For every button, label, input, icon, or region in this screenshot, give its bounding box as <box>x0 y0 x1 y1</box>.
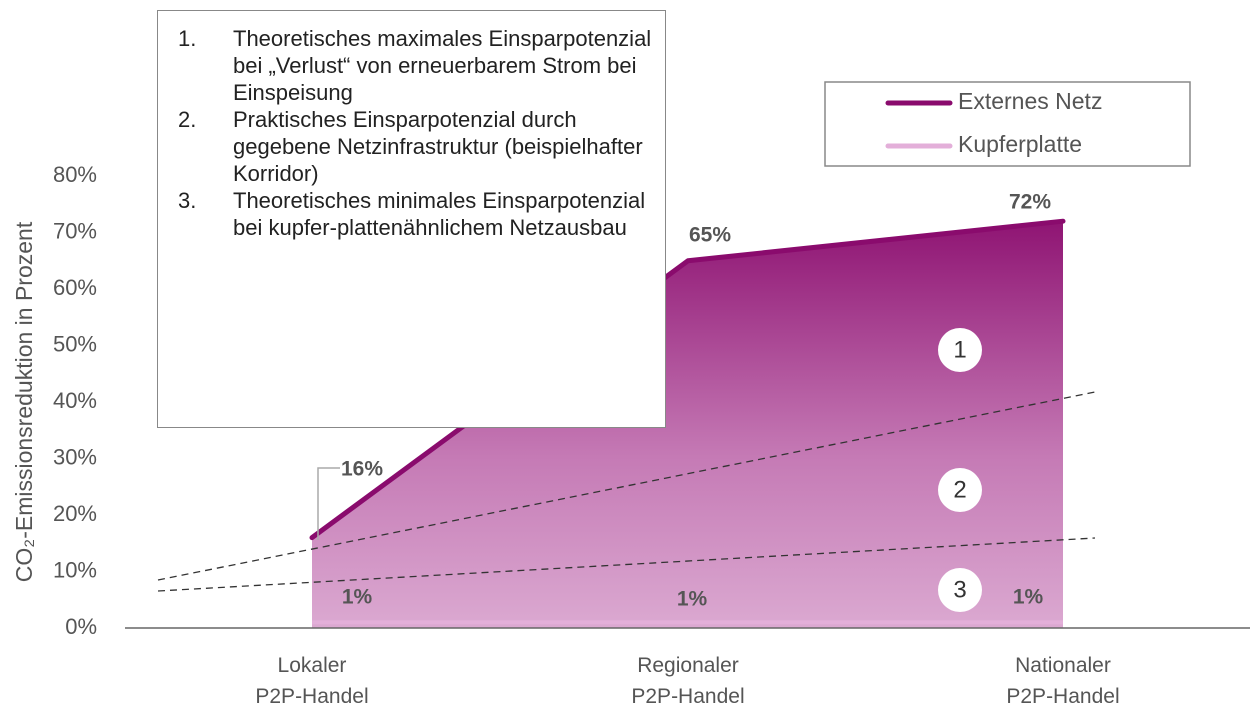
annotation-item: 1. Theoretisches maximales Einsparpotenzi… <box>178 25 653 106</box>
y-tick-label: 50% <box>53 331 97 356</box>
zone-label: 1 <box>953 336 966 363</box>
data-label: 1% <box>677 588 708 611</box>
zone-marker <box>938 328 982 372</box>
annotation-text: Theoretisches maximales Einsparpotenzial… <box>233 26 652 105</box>
annotation-number: 2. <box>178 107 197 132</box>
line <box>309 218 1066 541</box>
annotation-text: Praktisches Einsparpotenzial durch gegeb… <box>233 107 643 186</box>
area <box>312 221 1063 628</box>
y-tick-label: 80% <box>53 162 97 187</box>
y-tick-label: 0% <box>65 614 97 639</box>
x-tick-label: Regionaler P2P-Handel <box>631 654 744 708</box>
zone-marker <box>938 468 982 512</box>
y-tick-label: 20% <box>53 501 97 526</box>
y-axis-label: CO₂-Emissionsreduktion in Prozent <box>11 221 37 582</box>
legend-box <box>824 81 1191 167</box>
zone-label: 3 <box>953 576 966 603</box>
y-tick-label: 10% <box>53 557 97 582</box>
leader-line <box>317 467 340 540</box>
annotation-number: 1. <box>178 26 197 51</box>
y-tick-label: 60% <box>53 275 97 300</box>
data-label: 1% <box>342 586 373 609</box>
annotation-box: 1. Theoretisches maximales Einsparpotenzi… <box>157 10 666 428</box>
corridor-line <box>157 537 1096 592</box>
y-tick-label: 30% <box>53 444 97 469</box>
annotation-text: Theoretisches minimales Einsparpotenzial… <box>233 188 646 240</box>
data-label: 72% <box>1009 191 1051 214</box>
annotation-item: 3. Theoretisches minimales Einsparpotenzi… <box>178 187 653 241</box>
annotation-item: 2. Praktisches Einsparpotenzial durch geg… <box>178 106 653 187</box>
y-tick-label: 40% <box>53 388 97 413</box>
data-label: 65% <box>689 224 731 247</box>
corridor-line <box>157 391 1096 581</box>
legend-label: Kupferplatte <box>958 131 1082 157</box>
zone-marker <box>938 568 982 612</box>
zone-label: 2 <box>953 476 966 503</box>
annotation-number: 3. <box>178 188 197 213</box>
x-tick-label: Nationaler P2P-Handel <box>1006 654 1119 708</box>
data-label: 16% <box>341 458 383 481</box>
x-tick-label: Lokaler P2P-Handel <box>255 654 368 708</box>
legend-label: Externes Netz <box>958 88 1102 114</box>
y-tick-label: 70% <box>53 218 97 243</box>
data-label: 1% <box>1013 586 1044 609</box>
